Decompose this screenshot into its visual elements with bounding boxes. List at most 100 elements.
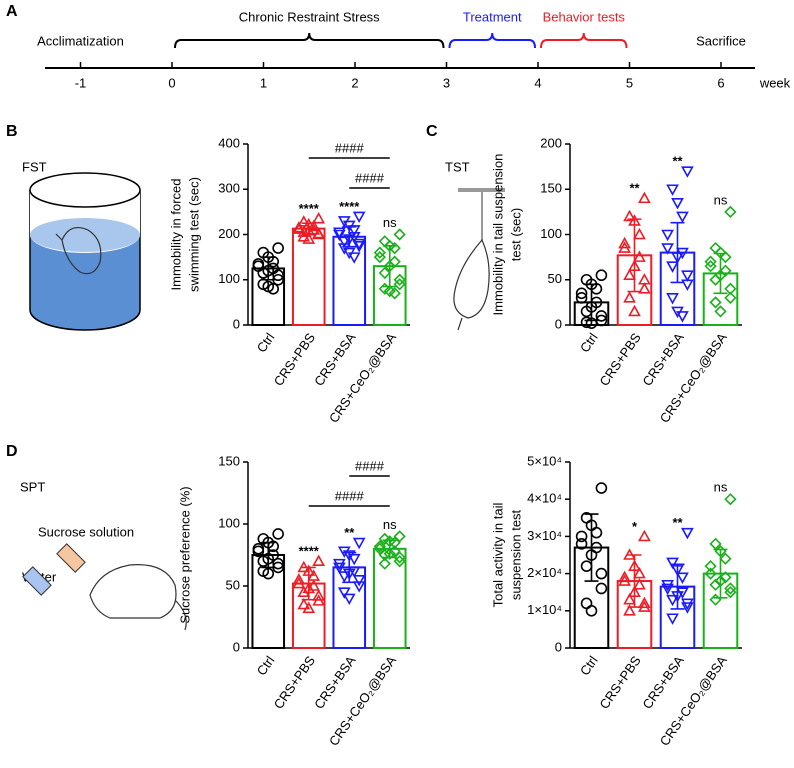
data-point bbox=[267, 540, 280, 553]
y-tick-label: 0 bbox=[555, 316, 562, 331]
data-point bbox=[378, 548, 391, 562]
data-point bbox=[724, 582, 737, 595]
fst-illustration: FST bbox=[22, 159, 141, 331]
data-point bbox=[373, 542, 386, 555]
data-point bbox=[595, 567, 608, 580]
event-label: Sacrifice bbox=[696, 33, 746, 48]
timeline-unit: week bbox=[759, 75, 791, 90]
data-point bbox=[352, 241, 366, 253]
data-point bbox=[297, 560, 311, 573]
data-point bbox=[666, 261, 679, 273]
data-point bbox=[666, 293, 679, 305]
data-point bbox=[297, 585, 311, 597]
comparison-label: #### bbox=[355, 170, 385, 185]
y-tick-label: 200 bbox=[218, 226, 240, 241]
data-point bbox=[352, 575, 366, 587]
data-point bbox=[337, 587, 351, 599]
data-point bbox=[297, 225, 311, 238]
data-point bbox=[307, 219, 321, 232]
period-label: Treatment bbox=[463, 9, 522, 24]
data-point bbox=[638, 596, 651, 609]
period-label: Chronic Restraint Stress bbox=[239, 9, 380, 24]
data-point bbox=[302, 581, 316, 594]
data-point bbox=[262, 567, 275, 580]
period-bracket bbox=[540, 32, 628, 49]
illustration-label: FST bbox=[22, 159, 47, 174]
significance-label: ns bbox=[714, 192, 728, 207]
period-bracket bbox=[448, 32, 536, 49]
data-point bbox=[661, 229, 674, 242]
data-point bbox=[312, 554, 326, 566]
data-point bbox=[724, 586, 737, 599]
data-point bbox=[709, 273, 722, 286]
data-point bbox=[312, 594, 326, 606]
data-point bbox=[618, 574, 631, 586]
data-point bbox=[628, 304, 641, 317]
y-axis-label: Immobility in tail suspension bbox=[490, 154, 505, 316]
y-tick-label: 2×10⁴ bbox=[527, 565, 562, 580]
data-point bbox=[638, 191, 651, 204]
data-point bbox=[373, 250, 386, 264]
data-point bbox=[623, 209, 636, 222]
data-point bbox=[378, 266, 391, 280]
data-point bbox=[724, 493, 737, 506]
data-point bbox=[312, 227, 326, 240]
period-bracket bbox=[174, 32, 445, 49]
y-tick-label: 200 bbox=[540, 135, 562, 150]
significance-label: ** bbox=[629, 181, 640, 196]
data-point bbox=[575, 292, 588, 304]
data-point bbox=[719, 552, 732, 565]
data-point bbox=[676, 572, 689, 584]
significance-label: ns bbox=[383, 215, 397, 230]
data-point bbox=[302, 601, 316, 614]
panel-letter: D bbox=[6, 443, 18, 460]
data-point bbox=[704, 567, 717, 580]
mouse bbox=[55, 227, 102, 275]
data-point bbox=[714, 305, 727, 318]
data-point bbox=[580, 316, 593, 329]
data-point bbox=[352, 211, 366, 224]
data-point bbox=[595, 310, 608, 322]
data-point bbox=[618, 570, 631, 583]
panel-letter: C bbox=[426, 123, 438, 140]
data-point bbox=[681, 166, 694, 178]
data-point bbox=[575, 287, 588, 300]
data-point bbox=[666, 184, 679, 196]
data-point bbox=[585, 549, 598, 561]
y-axis-label: Total activity in tail bbox=[490, 503, 505, 608]
data-point bbox=[297, 230, 311, 242]
data-point bbox=[595, 582, 608, 595]
data-point bbox=[676, 311, 689, 323]
significance-label: ns bbox=[714, 480, 728, 495]
data-point bbox=[347, 252, 361, 264]
data-point bbox=[623, 291, 636, 303]
data-point bbox=[378, 557, 391, 570]
illustration-label: SPT bbox=[20, 479, 45, 494]
comparison-label: #### bbox=[335, 488, 365, 503]
data-point bbox=[393, 551, 406, 564]
timeline-tick-label: 5 bbox=[626, 75, 633, 90]
significance-label: ns bbox=[383, 517, 397, 532]
data-point bbox=[297, 597, 311, 610]
data-point bbox=[585, 604, 598, 617]
significance-label: * bbox=[632, 519, 638, 534]
spt-illustration: SPT Sucrose solution Water bbox=[20, 479, 187, 631]
data-point bbox=[272, 557, 284, 570]
data-point bbox=[618, 236, 631, 249]
y-tick-label: 0 bbox=[233, 639, 240, 654]
data-point bbox=[347, 553, 361, 566]
data-point bbox=[347, 566, 361, 578]
y-axis-label: swimming test (sec) bbox=[186, 177, 201, 292]
data-point bbox=[704, 260, 717, 273]
data-point bbox=[709, 537, 722, 550]
data-point bbox=[347, 231, 361, 244]
data-point bbox=[633, 227, 646, 240]
data-point bbox=[623, 592, 636, 605]
data-point bbox=[638, 600, 651, 612]
event-label: Acclimatization bbox=[37, 33, 124, 48]
y-axis-label: test (sec) bbox=[508, 208, 523, 261]
data-point bbox=[292, 576, 306, 589]
data-point bbox=[352, 581, 366, 593]
data-point bbox=[388, 536, 401, 549]
data-point bbox=[352, 537, 366, 550]
